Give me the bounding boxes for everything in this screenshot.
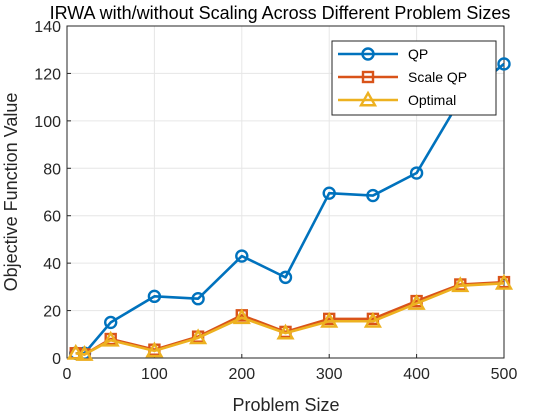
- data-point: [191, 292, 205, 306]
- data-point: [101, 330, 120, 347]
- data-point: [75, 345, 94, 361]
- legend-marker: [361, 70, 375, 84]
- y-axis-label: Objective Function Value: [1, 93, 21, 292]
- data-point: [409, 166, 424, 180]
- series-line: [75, 62, 505, 355]
- data-point: [320, 311, 339, 328]
- data-point: [145, 341, 164, 358]
- chart-title: IRWA with/without Scaling Across Differe…: [50, 3, 511, 23]
- x-tick-label: 200: [228, 366, 255, 383]
- legend-item: QP: [338, 46, 428, 62]
- y-tick-label: 20: [43, 304, 61, 321]
- data-point: [147, 289, 162, 304]
- data-point: [494, 273, 514, 290]
- data-point: [451, 276, 470, 293]
- x-tick-label: 300: [316, 366, 343, 383]
- data-point: [189, 328, 208, 345]
- y-tick-label: 100: [34, 114, 61, 131]
- legend-label: Scale QP: [408, 69, 467, 85]
- x-tick-label: 400: [403, 366, 430, 383]
- legend-marker: [358, 90, 378, 107]
- data-point: [232, 308, 251, 325]
- data-point: [66, 343, 85, 360]
- y-tick-label: 60: [43, 209, 61, 226]
- legend-label: Optimal: [408, 92, 456, 108]
- y-tick-label: 80: [43, 161, 61, 178]
- data-point: [278, 270, 293, 285]
- legend-item: Optimal: [338, 90, 456, 108]
- data-point: [497, 57, 511, 71]
- x-axis-label: Problem Size: [232, 395, 339, 414]
- series-layer: [66, 57, 514, 361]
- data-point: [363, 311, 382, 328]
- plot-area: [66, 25, 505, 359]
- legend-label: QP: [408, 46, 428, 62]
- y-tick-label: 140: [34, 19, 61, 36]
- data-point: [407, 294, 426, 310]
- axes: 0 100 200 300 400 500 0 20 40 60 80 100 120 140: [34, 19, 517, 383]
- y-tick-label: 0: [52, 351, 61, 368]
- legend: QP Scale QP Optimal: [331, 40, 497, 116]
- x-tick-label: 500: [491, 366, 518, 383]
- x-tick-label: 100: [141, 366, 168, 383]
- data-point: [276, 323, 295, 340]
- data-point: [235, 249, 249, 263]
- data-point: [103, 315, 118, 330]
- series-optimal: [66, 273, 514, 361]
- data-point: [322, 186, 336, 200]
- legend-item: Scale QP: [338, 69, 467, 85]
- x-tick-label: 0: [63, 366, 72, 383]
- y-tick-label: 40: [43, 256, 61, 273]
- legend-marker: [361, 47, 375, 61]
- data-point: [366, 188, 380, 203]
- y-tick-label: 120: [34, 66, 61, 83]
